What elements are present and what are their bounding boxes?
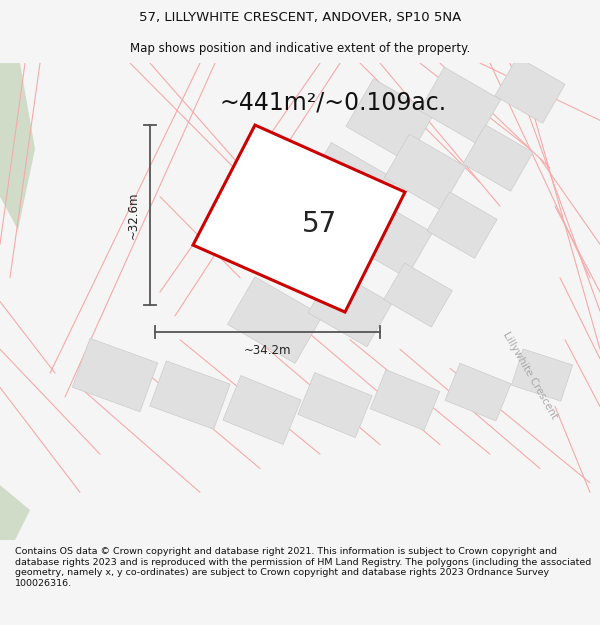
Text: Map shows position and indicative extent of the property.: Map shows position and indicative extent… <box>130 42 470 55</box>
Text: ~32.6m: ~32.6m <box>127 191 140 239</box>
Polygon shape <box>193 125 405 312</box>
Polygon shape <box>385 134 466 210</box>
Polygon shape <box>0 63 35 230</box>
Polygon shape <box>370 370 440 431</box>
Polygon shape <box>304 142 396 228</box>
Text: ~441m²/~0.109ac.: ~441m²/~0.109ac. <box>220 90 447 114</box>
Polygon shape <box>445 363 511 421</box>
Polygon shape <box>495 57 565 123</box>
Polygon shape <box>383 263 452 327</box>
Polygon shape <box>427 192 497 258</box>
Polygon shape <box>72 338 158 412</box>
Polygon shape <box>463 125 533 191</box>
Polygon shape <box>227 277 323 363</box>
Polygon shape <box>346 79 434 161</box>
Polygon shape <box>0 485 30 540</box>
Text: Lillywhite Crescent: Lillywhite Crescent <box>501 330 559 421</box>
Polygon shape <box>511 349 572 401</box>
Text: 57: 57 <box>302 209 337 238</box>
Polygon shape <box>223 376 301 444</box>
Text: ~34.2m: ~34.2m <box>244 344 291 357</box>
Polygon shape <box>150 361 230 429</box>
Polygon shape <box>266 207 364 297</box>
Polygon shape <box>308 269 392 347</box>
Text: Contains OS data © Crown copyright and database right 2021. This information is : Contains OS data © Crown copyright and d… <box>15 548 591 588</box>
Polygon shape <box>298 372 372 438</box>
Polygon shape <box>419 67 500 143</box>
Text: 57, LILLYWHITE CRESCENT, ANDOVER, SP10 5NA: 57, LILLYWHITE CRESCENT, ANDOVER, SP10 5… <box>139 11 461 24</box>
Polygon shape <box>347 199 433 278</box>
